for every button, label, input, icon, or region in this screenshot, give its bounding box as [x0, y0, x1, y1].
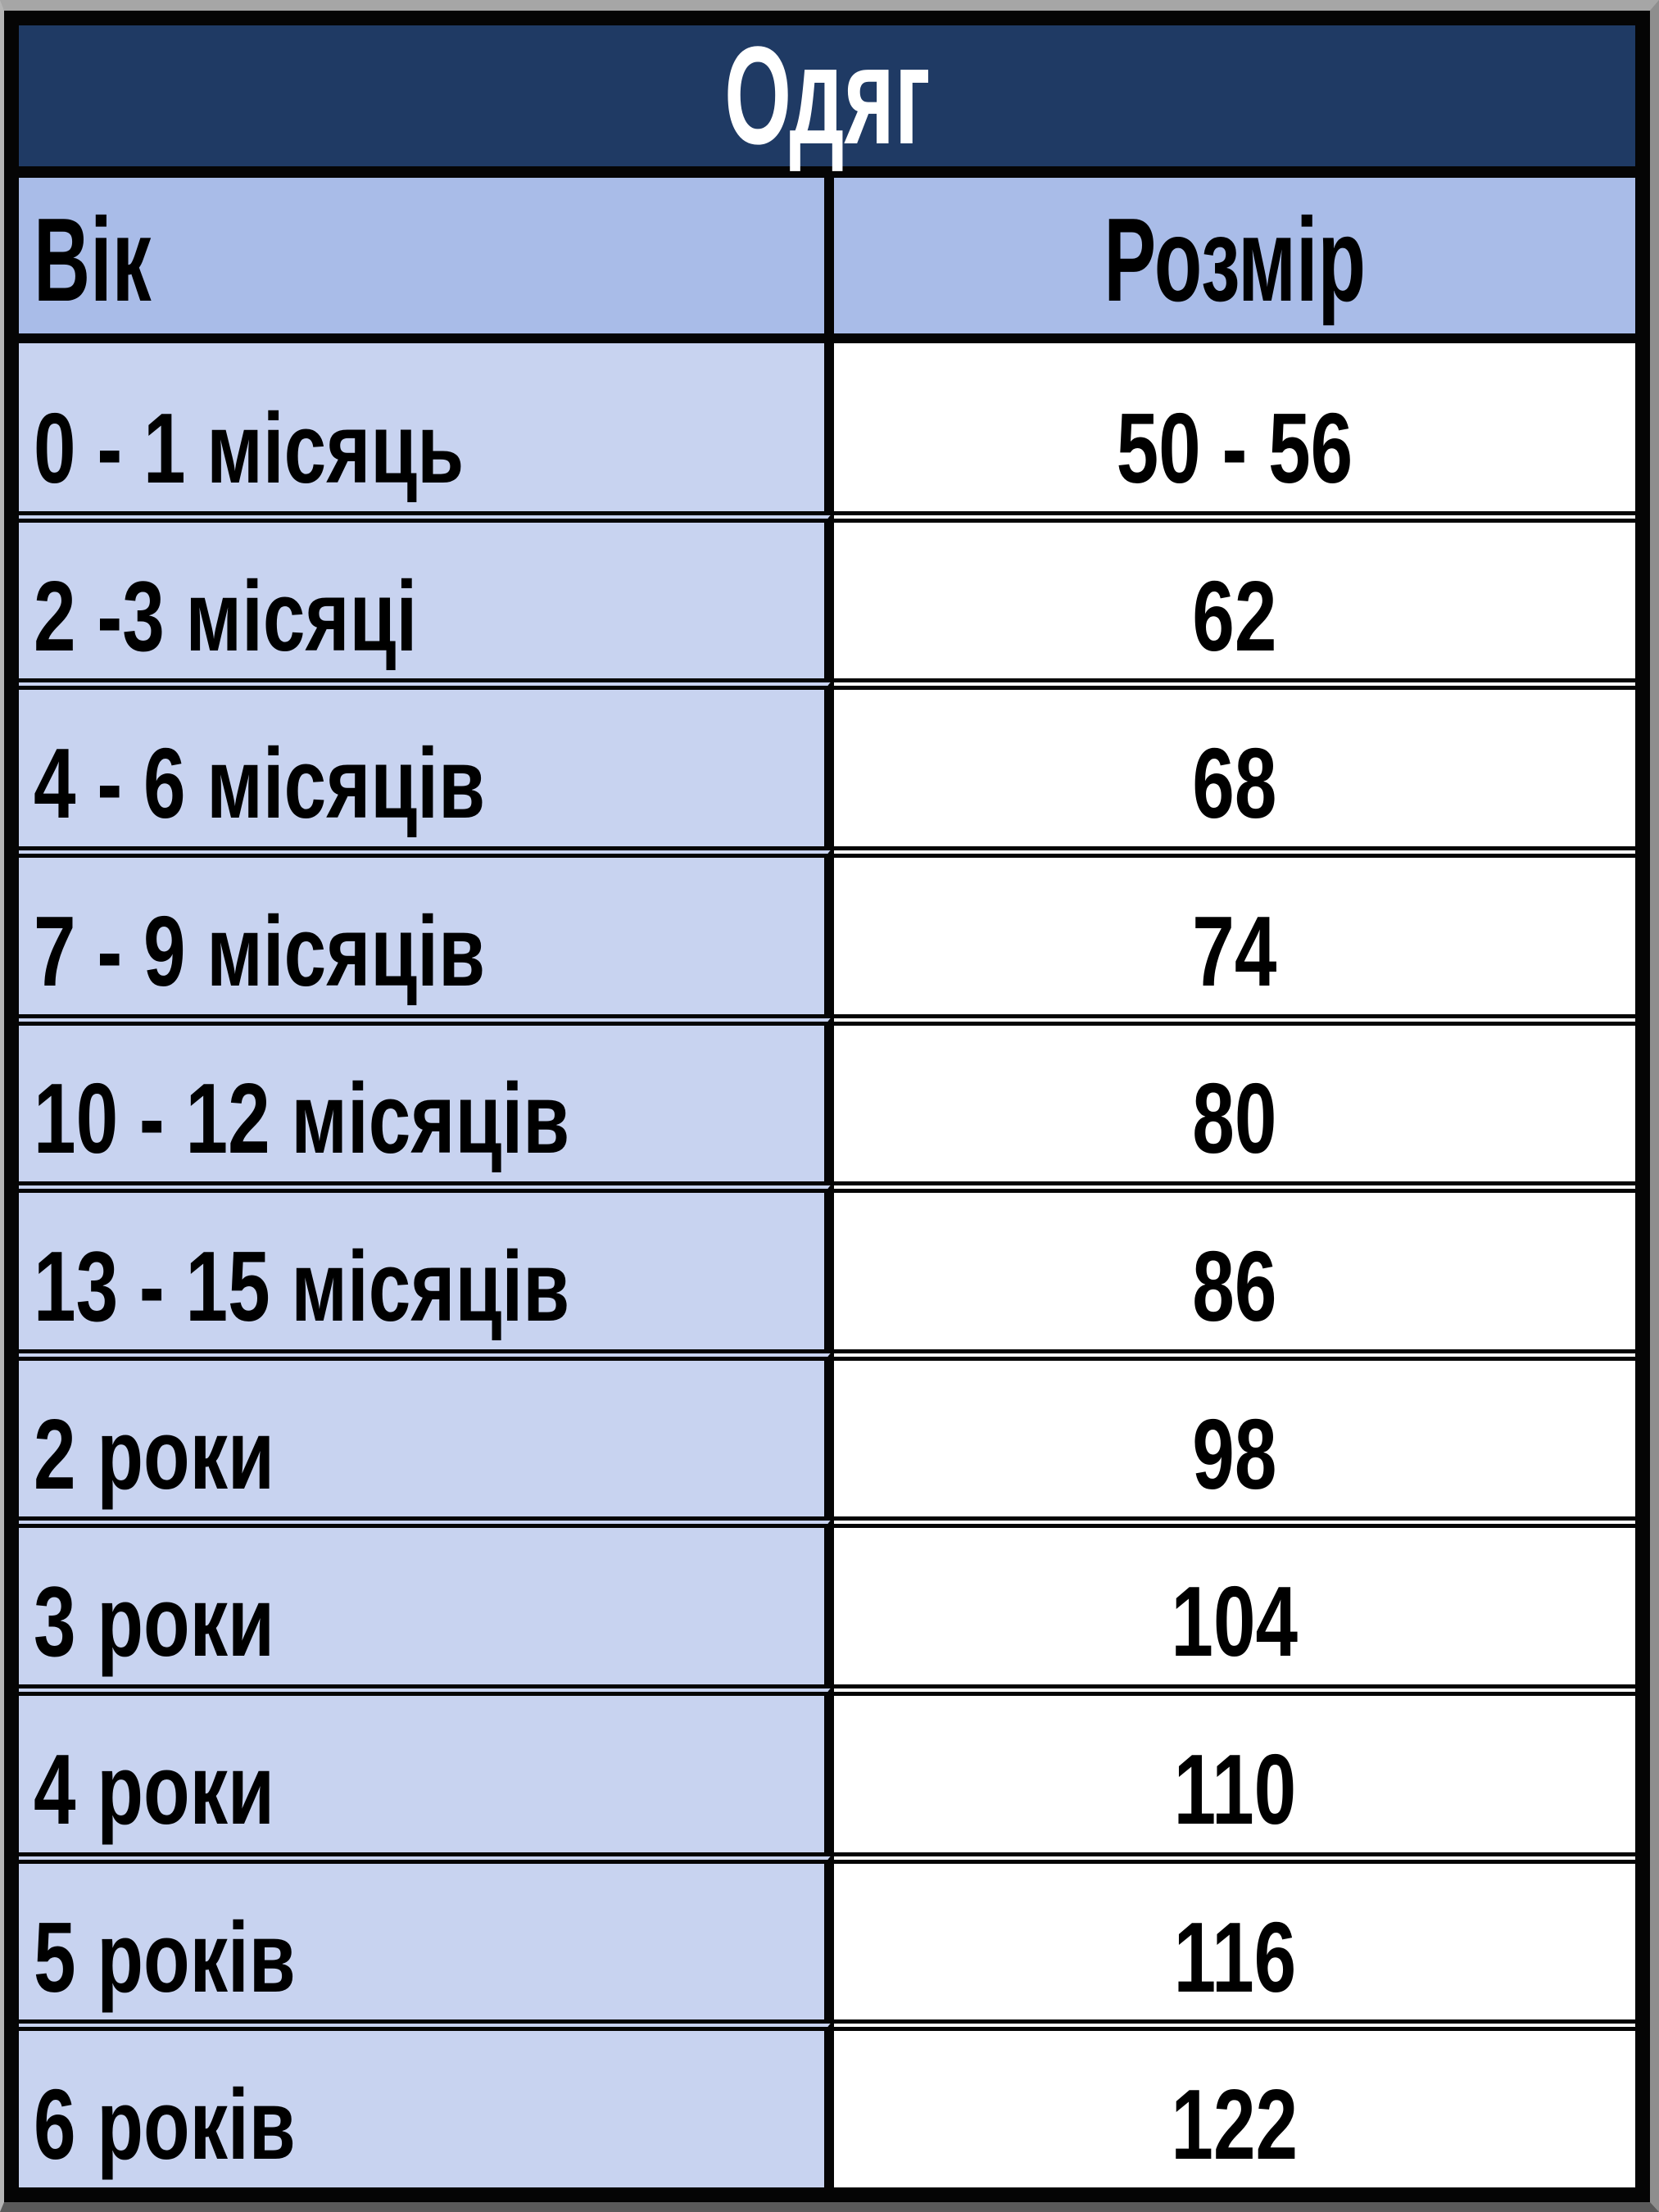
age-label: 0 - 1 місяць [34, 392, 465, 504]
age-cell: 4 роки [19, 1684, 834, 1852]
size-cell: 116 [834, 1852, 1635, 2020]
size-value: 110 [1173, 1734, 1296, 1846]
size-value: 122 [1171, 2069, 1299, 2181]
age-label: 6 років [34, 2069, 296, 2181]
age-cell: 3 роки [19, 1516, 834, 1685]
age-label: 3 роки [34, 1566, 275, 1678]
age-label: 2 роки [34, 1398, 275, 1510]
age-label: 13 - 15 місяців [34, 1231, 570, 1343]
table-row: 3 роки 104 [19, 1516, 1635, 1685]
size-cell: 98 [834, 1349, 1635, 1517]
size-value: 116 [1173, 1901, 1296, 2013]
size-cell: 104 [834, 1516, 1635, 1685]
size-cell: 50 - 56 [834, 343, 1635, 511]
size-value: 50 - 56 [1116, 392, 1353, 504]
size-value: 104 [1171, 1566, 1299, 1678]
size-cell: 110 [834, 1684, 1635, 1852]
header-size-cell: Розмір [834, 178, 1635, 333]
age-cell: 2 роки [19, 1349, 834, 1517]
age-cell: 10 - 12 місяців [19, 1013, 834, 1182]
size-cell: 62 [834, 510, 1635, 679]
table-row: 4 роки 110 [19, 1684, 1635, 1852]
table-title: Одяг [723, 18, 931, 174]
clothing-size-table: Одяг Вік Розмір 0 - 1 місяць 50 - 56 2 -3 … [4, 11, 1650, 2202]
size-value: 98 [1192, 1398, 1277, 1510]
table-row: 7 - 9 місяців 74 [19, 845, 1635, 1014]
size-cell: 122 [834, 2019, 1635, 2188]
table-title-bar: Одяг [19, 25, 1635, 178]
size-cell: 80 [834, 1013, 1635, 1182]
table-row: 2 роки 98 [19, 1349, 1635, 1517]
age-label: 2 -3 місяці [34, 560, 418, 672]
table-row: 2 -3 місяці 62 [19, 510, 1635, 679]
age-cell: 13 - 15 місяців [19, 1181, 834, 1349]
age-cell: 0 - 1 місяць [19, 343, 834, 511]
age-label: 10 - 12 місяців [34, 1063, 570, 1175]
age-cell: 5 років [19, 1852, 834, 2020]
size-cell: 68 [834, 678, 1635, 846]
size-cell: 74 [834, 845, 1635, 1014]
table-row: 6 років 122 [19, 2019, 1635, 2188]
size-value: 68 [1192, 728, 1277, 840]
size-cell: 86 [834, 1181, 1635, 1349]
age-label: 4 - 6 місяців [34, 728, 486, 840]
size-value: 62 [1192, 560, 1277, 672]
size-value: 80 [1192, 1063, 1277, 1175]
age-label: 4 роки [34, 1734, 275, 1846]
table-row: 0 - 1 місяць 50 - 56 [19, 343, 1635, 511]
age-label: 5 років [34, 1901, 296, 2013]
table-body: 0 - 1 місяць 50 - 56 2 -3 місяці 62 4 - 6 мі… [19, 343, 1635, 2188]
age-cell: 6 років [19, 2019, 834, 2188]
age-label: 7 - 9 місяців [34, 895, 486, 1007]
header-age-label: Вік [34, 193, 152, 326]
size-value: 74 [1192, 895, 1277, 1007]
table-row: 4 - 6 місяців 68 [19, 678, 1635, 846]
size-value: 86 [1192, 1231, 1277, 1343]
table-header-row: Вік Розмір [19, 178, 1635, 343]
table-row: 5 років 116 [19, 1852, 1635, 2020]
header-size-label: Розмір [1104, 193, 1366, 326]
age-cell: 7 - 9 місяців [19, 845, 834, 1014]
table-row: 13 - 15 місяців 86 [19, 1181, 1635, 1349]
age-cell: 2 -3 місяці [19, 510, 834, 679]
table-row: 10 - 12 місяців 80 [19, 1013, 1635, 1182]
header-age-cell: Вік [19, 178, 834, 333]
age-cell: 4 - 6 місяців [19, 678, 834, 846]
